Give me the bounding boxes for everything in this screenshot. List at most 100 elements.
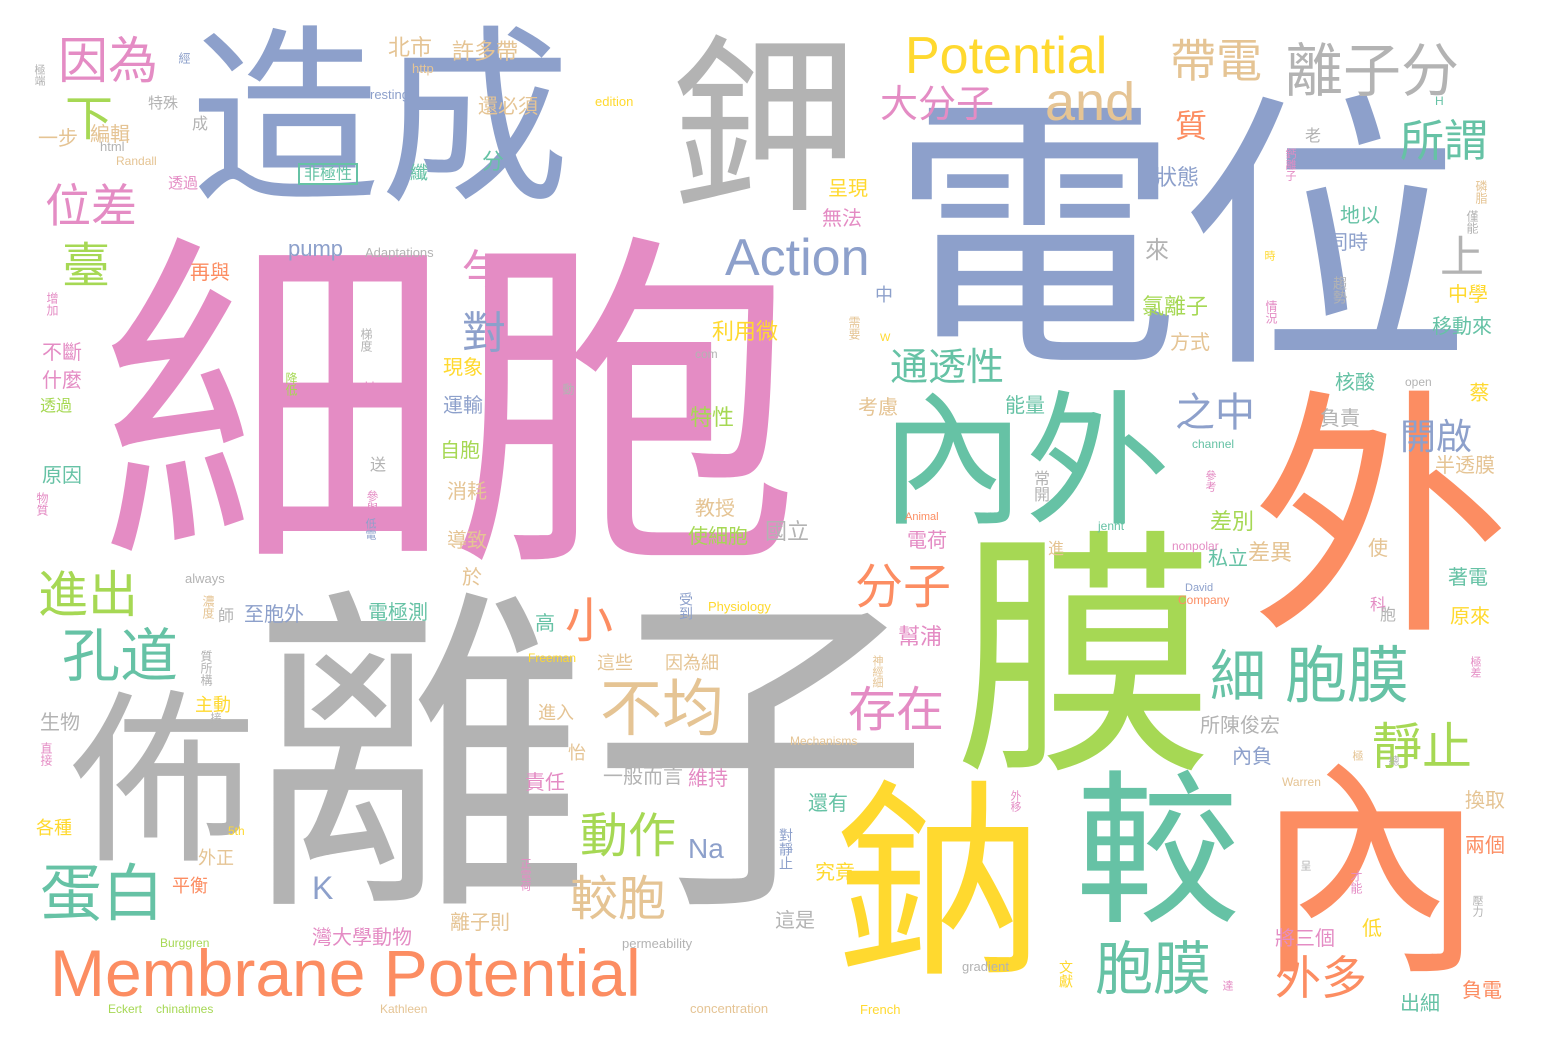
cloud-word: 利用微: [712, 320, 779, 345]
cloud-word: 低電: [364, 518, 377, 540]
cloud-word: 使細胞: [688, 524, 748, 548]
cloud-word: 現象: [443, 355, 483, 379]
cloud-word: 趨勢: [1331, 276, 1347, 304]
cloud-word: 進入: [538, 703, 574, 724]
cloud-word: 國立: [765, 520, 810, 545]
cloud-word: 對: [462, 308, 506, 359]
cloud-word: 原來: [1450, 604, 1490, 628]
cloud-word: 一步: [38, 126, 78, 150]
cloud-word: 使: [1368, 536, 1388, 560]
cloud-word: 狀態: [1155, 166, 1200, 191]
cloud-word: 通透性: [890, 345, 1005, 389]
cloud-word: 開啟: [1400, 417, 1473, 458]
cloud-word: 許多帶: [452, 40, 519, 65]
cloud-word: blog: [365, 379, 388, 393]
cloud-word: 透過: [40, 396, 73, 415]
cloud-word: 透過: [168, 174, 199, 192]
cloud-word: 動: [561, 383, 575, 395]
cloud-word: French: [860, 1002, 901, 1017]
cloud-word: 老: [1305, 126, 1322, 145]
cloud-word: 胞: [1377, 606, 1396, 622]
cloud-word: 電荷: [907, 528, 947, 552]
cloud-word: 兩個: [1465, 833, 1505, 857]
cloud-word: 編輯: [90, 122, 130, 146]
cloud-word: 經: [177, 52, 191, 64]
cloud-word: H: [1435, 94, 1444, 108]
cloud-word: Action: [725, 229, 870, 287]
cloud-word: Company: [1178, 593, 1230, 607]
cloud-word: 將三個: [1275, 926, 1335, 950]
cloud-word: 低: [1362, 916, 1382, 940]
cloud-word: 胞膜: [1095, 935, 1212, 1003]
cloud-word: 增加: [45, 292, 59, 316]
cloud-word: 內: [1255, 741, 1486, 1008]
cloud-word: 特性: [690, 406, 735, 431]
cloud-word: channel: [1192, 437, 1235, 451]
cloud-word: 時: [1263, 250, 1276, 261]
cloud-word: 生物: [40, 710, 80, 734]
cloud-word: 存在: [848, 682, 945, 738]
cloud-word: 離子分: [1285, 37, 1460, 105]
cloud-word: 分子: [855, 559, 952, 615]
cloud-word: 鉀: [670, 19, 861, 240]
cloud-word: 進: [1045, 540, 1064, 556]
cloud-word: 上: [1440, 232, 1484, 283]
cloud-word: 極差: [1469, 656, 1482, 678]
cloud-word: 臺: [62, 238, 111, 294]
cloud-word: 換取: [1465, 788, 1505, 812]
cloud-word: resting: [370, 87, 410, 102]
cloud-word: 考慮: [858, 395, 898, 419]
cloud-word: 因為細: [665, 653, 719, 674]
cloud-word: chinatimes: [156, 1002, 214, 1016]
cloud-word: 維持: [688, 766, 728, 790]
cloud-word: 同時: [1328, 230, 1368, 254]
cloud-word: 外正: [198, 848, 234, 869]
cloud-word: Burggren: [160, 936, 210, 950]
cloud-word: 中學: [1448, 282, 1488, 306]
cloud-word: Membrane Potential: [50, 936, 641, 1010]
cloud-word: 大分子: [880, 82, 995, 126]
cloud-word: 責任: [525, 770, 565, 794]
cloud-word: 分: [482, 150, 505, 175]
cloud-word: 細: [1210, 645, 1266, 710]
cloud-word: 質: [1175, 107, 1208, 145]
cloud-word: 離子則: [450, 910, 510, 934]
cloud-word: http: [412, 61, 434, 76]
cloud-word: 極: [1351, 750, 1364, 761]
cloud-word: 方式: [1170, 330, 1210, 354]
cloud-word: html: [100, 139, 125, 154]
cloud-word: 幫浦: [898, 625, 943, 650]
cloud-word: always: [185, 571, 225, 586]
cloud-word: 外: [1250, 369, 1510, 671]
cloud-word: 電極測: [368, 600, 428, 624]
cloud-word: com: [695, 347, 718, 361]
cloud-word: 才能: [1349, 870, 1363, 894]
cloud-word: 一般而言: [603, 764, 683, 788]
cloud-word: 能量: [1005, 393, 1045, 417]
cloud-word: 質所構: [199, 650, 213, 686]
cloud-word: Kathleen: [380, 1002, 428, 1016]
cloud-word: 主動: [195, 695, 231, 716]
cloud-word: 鈣離子: [1284, 148, 1297, 181]
cloud-word: Animal: [905, 511, 939, 523]
cloud-word: 總: [1387, 755, 1400, 766]
cloud-word: edition: [595, 94, 634, 109]
cloud-word: 所謂: [1400, 116, 1488, 167]
cloud-word: 至胞外: [244, 602, 304, 626]
cloud-word: 半透膜: [1435, 453, 1495, 477]
cloud-word: 外移: [1009, 790, 1022, 812]
cloud-word: 不均: [600, 672, 725, 745]
cloud-word: 負責: [1320, 406, 1360, 430]
cloud-word: permeability: [622, 936, 693, 951]
cloud-word: 纖: [410, 163, 428, 184]
cloud-word: 磷脂: [1474, 180, 1488, 204]
cloud-word: 差異: [1248, 541, 1293, 566]
cloud-word: 濃度: [201, 595, 215, 619]
cloud-word: 達: [1221, 980, 1234, 991]
cloud-word: 成: [192, 114, 209, 133]
cloud-word: Warren: [1282, 775, 1321, 789]
cloud-word: 動作: [580, 808, 677, 864]
cloud-word: and: [1045, 72, 1136, 132]
cloud-word: 蔡: [1466, 382, 1490, 402]
